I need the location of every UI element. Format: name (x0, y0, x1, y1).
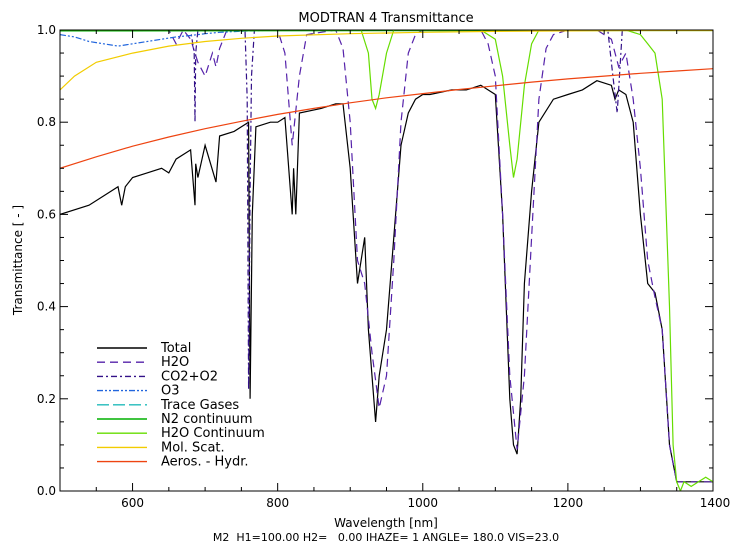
y-tick-label: 0.0 (37, 484, 56, 498)
y-tick-label: 0.8 (37, 115, 56, 129)
legend-label: CO2+O2 (161, 369, 218, 384)
series-layer (60, 30, 713, 491)
series-line-mol-scat (60, 30, 713, 91)
legend-label: O3 (161, 384, 180, 399)
x-tick-label: 600 (121, 496, 144, 510)
legend-label: Mol. Scat. (161, 440, 225, 455)
x-tick-label: 1400 (700, 496, 730, 510)
series-line-total (60, 80, 713, 483)
legend-label: N2 continuum (161, 412, 253, 427)
x-axis-label: Wavelength [nm] (334, 516, 438, 530)
y-tick-label: 1.0 (37, 23, 56, 37)
y-axis-label: Transmittance [ - ] (11, 205, 25, 316)
x-tick-label: 800 (266, 496, 289, 510)
legend-label: Aeros. - Hydr. (161, 455, 249, 470)
x-tick-label: 1200 (553, 496, 584, 510)
legend-label: H2O (161, 355, 189, 370)
series-line-h2o-continuum (60, 30, 713, 491)
series-line-h2o (60, 30, 713, 483)
y-tick-label: 0.6 (37, 207, 56, 221)
legend-label: Trace Gases (160, 398, 239, 413)
series-line-aeros-hydr (60, 68, 713, 169)
y-tick-label: 0.2 (37, 392, 56, 406)
axes-layer: 600 800 1000 1200 1400 0.0 0.2 0.4 0.6 0.8 1.0 (37, 23, 730, 510)
series-line-co2-o2 (60, 30, 713, 390)
legend-label: Total (160, 341, 191, 356)
run-parameters: M2 H1=100.00 H2= 0.00 IHAZE= 1 ANGLE= 18… (213, 531, 559, 544)
legend-label: H2O Continuum (161, 426, 265, 441)
x-tick-label: 1000 (408, 496, 439, 510)
chart-title: MODTRAN 4 Transmittance (298, 11, 473, 26)
y-tick-label: 0.4 (37, 300, 56, 314)
